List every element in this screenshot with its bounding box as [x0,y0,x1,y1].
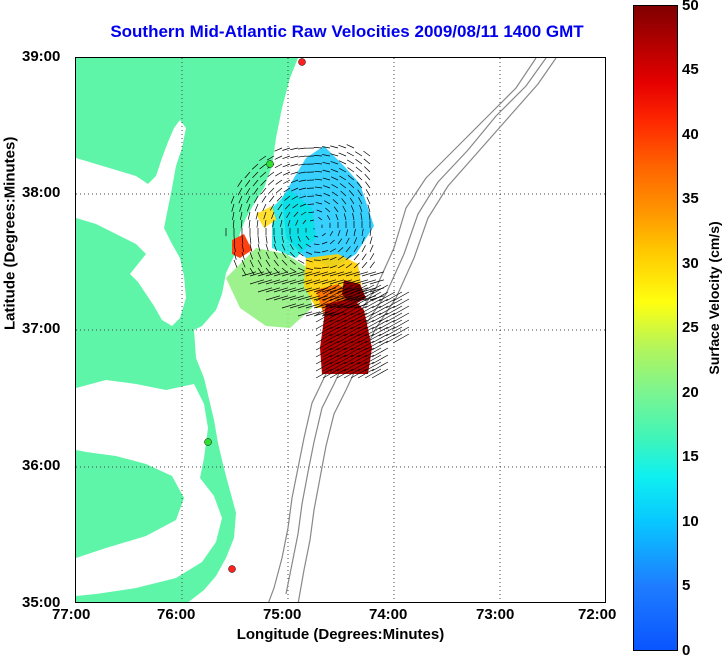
x-tick-label: 77:00 [52,606,91,623]
x-tick-label: 72:00 [578,606,617,623]
station-marker[interactable] [228,565,236,573]
colorbar-tick: 40 [682,126,699,143]
y-axis-label: Latitude (Degrees:Minutes) [1,136,19,330]
colorbar-tick: 45 [682,61,699,78]
y-tick-label: 35:00 [22,594,61,611]
station-marker[interactable] [266,160,274,168]
chesapeake-bay [76,120,186,326]
station-marker[interactable] [298,58,306,66]
colorbar-label: Surface Velocity (cm/s) [706,221,722,375]
colorbar-tick: 10 [682,513,699,530]
x-tick-label: 75:00 [263,606,302,623]
pamlico-sound [76,380,222,596]
grid-lines [76,58,605,602]
map-plot-area[interactable] [75,57,606,603]
colorbar-tick: 20 [682,384,699,401]
colorbar-tick: 25 [682,319,699,336]
velocity-colorbar [633,5,678,651]
map-canvas[interactable] [76,58,606,603]
x-tick-label: 74:00 [369,606,408,623]
colorbar-tick: 0 [682,642,691,659]
x-axis-label: Longitude (Degrees:Minutes) [236,626,445,643]
colorbar-tick: 5 [682,577,691,594]
colorbar-tick: 35 [682,190,699,207]
y-tick-label: 37:00 [22,320,61,337]
velocity-vectors [225,144,410,379]
x-tick-label: 73:00 [476,606,515,623]
x-tick-label: 76:00 [157,606,196,623]
map-title: Southern Mid-Atlantic Raw Velocities 200… [110,22,584,41]
y-tick-label: 36:00 [22,457,61,474]
y-tick-label: 39:00 [22,48,61,65]
colorbar-tick: 50 [682,0,699,14]
colorbar-tick: 30 [682,255,699,272]
colorbar-tick: 15 [682,448,699,465]
y-tick-label: 38:00 [22,184,61,201]
station-marker[interactable] [204,438,212,446]
